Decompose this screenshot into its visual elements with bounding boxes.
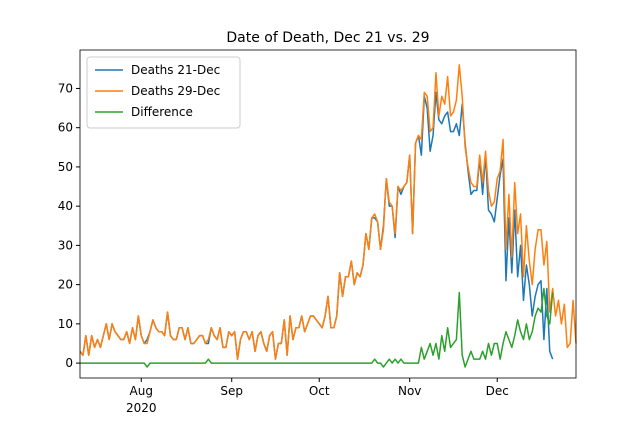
x-tick-label: Aug [130,384,153,398]
x-tick-label: Dec [486,384,509,398]
series-line [80,287,554,368]
y-tick-label: 70 [58,81,73,95]
legend-label: Deaths 21-Dec [131,63,220,77]
y-tick-label: 60 [58,121,73,135]
y-tick-label: 0 [65,356,73,370]
axes-frame [79,49,577,379]
y-tick-label: 50 [58,160,73,174]
y-tick-label: 30 [58,238,73,252]
x-tick-label: Oct [309,384,330,398]
y-tick-label: 40 [58,199,73,213]
legend-box [86,56,241,129]
chart-title: Date of Death, Dec 21 vs. 29 [226,30,429,46]
y-tick-label: 20 [58,278,73,292]
x-tick-label: Sep [220,384,243,398]
y-tick-label: 10 [58,317,73,331]
x-offset-label: 2020 [126,401,157,415]
series-line [79,64,577,360]
x-tick-label: Nov [398,384,421,398]
legend-label: Deaths 29-Dec [131,84,220,98]
legend-label: Difference [131,105,193,119]
